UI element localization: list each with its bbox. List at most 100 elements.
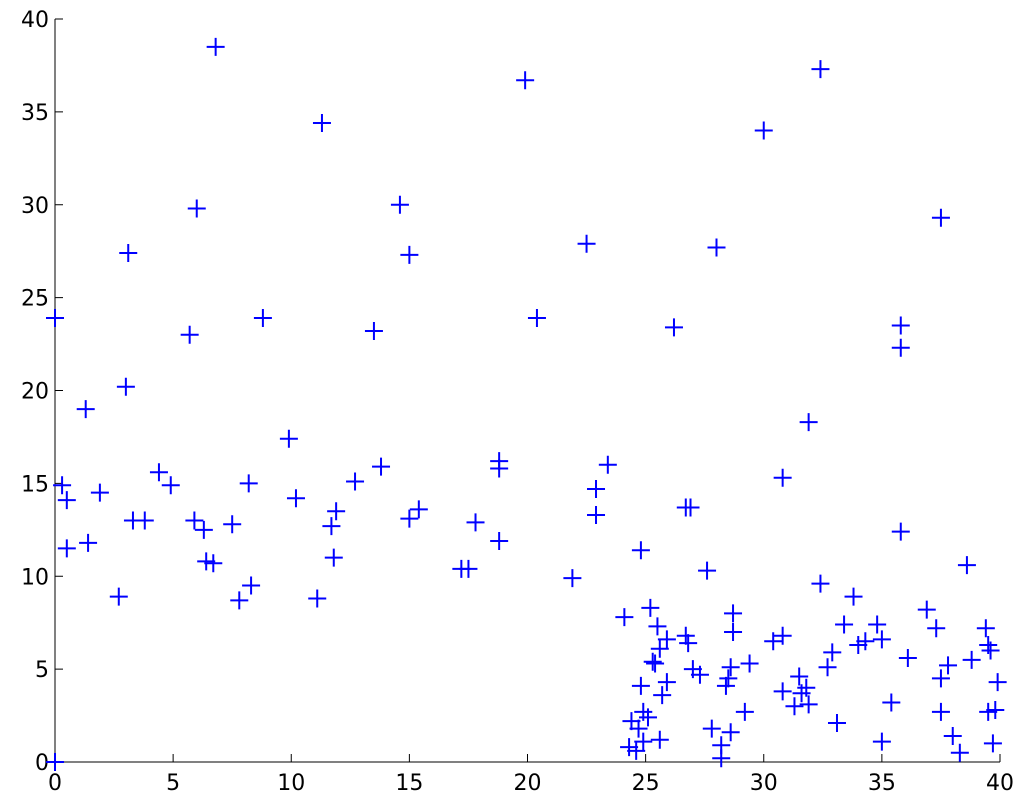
marker — [322, 517, 341, 536]
marker — [657, 673, 676, 692]
marker — [827, 713, 846, 732]
marker — [161, 476, 180, 495]
marker — [364, 322, 383, 341]
marker — [46, 309, 64, 328]
marker — [135, 511, 154, 530]
marker — [312, 114, 331, 133]
x-tick-label: 0 — [48, 771, 62, 796]
marker — [979, 702, 998, 721]
marker — [490, 459, 509, 478]
marker — [891, 522, 910, 541]
x-tick-label: 35 — [868, 771, 896, 796]
y-tick-label: 0 — [35, 751, 49, 776]
marker — [527, 309, 546, 328]
marker — [598, 455, 617, 474]
marker — [927, 619, 946, 638]
x-tick-label: 15 — [395, 771, 423, 796]
marker — [400, 509, 419, 528]
marker — [811, 60, 830, 79]
marker — [204, 554, 223, 573]
marker — [638, 708, 657, 727]
marker — [46, 753, 64, 771]
marker — [811, 574, 830, 593]
marker — [712, 749, 731, 768]
marker — [286, 489, 305, 508]
marker — [981, 641, 1000, 660]
x-tick-label: 5 — [166, 771, 180, 796]
marker — [400, 245, 419, 264]
marker — [790, 667, 809, 686]
marker — [90, 483, 109, 502]
marker — [230, 591, 249, 610]
marker — [119, 244, 138, 263]
y-tick-label: 15 — [21, 472, 49, 497]
marker — [976, 619, 995, 638]
marker — [324, 548, 343, 567]
x-tick-label: 20 — [514, 771, 542, 796]
marker — [719, 669, 738, 688]
marker — [707, 238, 726, 257]
marker — [253, 309, 272, 328]
marker — [799, 695, 818, 714]
marker — [327, 502, 346, 521]
marker — [986, 700, 1005, 719]
marker — [716, 676, 735, 695]
marker — [466, 513, 485, 532]
marker — [641, 598, 660, 617]
y-tick-label: 5 — [35, 658, 49, 683]
y-tick-label: 35 — [21, 101, 49, 126]
y-tick-label: 10 — [21, 565, 49, 590]
marker — [799, 413, 818, 432]
marker — [194, 520, 213, 539]
marker — [849, 635, 868, 654]
marker — [197, 552, 216, 571]
marker — [180, 325, 199, 344]
marker — [149, 463, 168, 482]
marker — [57, 539, 76, 558]
marker — [754, 121, 773, 140]
marker — [931, 208, 950, 227]
marker — [735, 702, 754, 721]
marker — [764, 632, 783, 651]
marker — [650, 639, 669, 658]
marker — [797, 678, 816, 697]
marker — [773, 626, 792, 645]
y-tick-label: 30 — [21, 194, 49, 219]
x-tick-label: 40 — [986, 771, 1014, 796]
y-tick-label: 40 — [21, 8, 49, 33]
marker — [856, 632, 875, 651]
marker — [724, 622, 743, 641]
marker — [242, 576, 261, 595]
marker — [490, 531, 509, 550]
marker — [962, 650, 981, 669]
marker — [943, 726, 962, 745]
marker — [223, 515, 242, 534]
marker — [650, 730, 669, 749]
marker — [76, 400, 95, 419]
marker — [622, 712, 641, 731]
marker — [615, 608, 634, 627]
marker — [939, 656, 958, 675]
marker — [898, 648, 917, 667]
marker — [785, 697, 804, 716]
marker — [627, 741, 646, 760]
marker — [279, 429, 298, 448]
marker — [206, 37, 225, 56]
marker — [724, 604, 743, 623]
marker — [690, 665, 709, 684]
marker — [844, 587, 863, 606]
marker — [823, 643, 842, 662]
marker — [950, 743, 969, 762]
marker — [643, 652, 662, 671]
x-tick-label: 30 — [750, 771, 778, 796]
marker — [872, 732, 891, 751]
marker — [773, 682, 792, 701]
marker — [57, 491, 76, 510]
marker — [346, 472, 365, 491]
marker — [721, 723, 740, 742]
marker — [931, 702, 950, 721]
x-tick-label: 25 — [632, 771, 660, 796]
marker — [308, 589, 327, 608]
marker — [587, 479, 606, 498]
